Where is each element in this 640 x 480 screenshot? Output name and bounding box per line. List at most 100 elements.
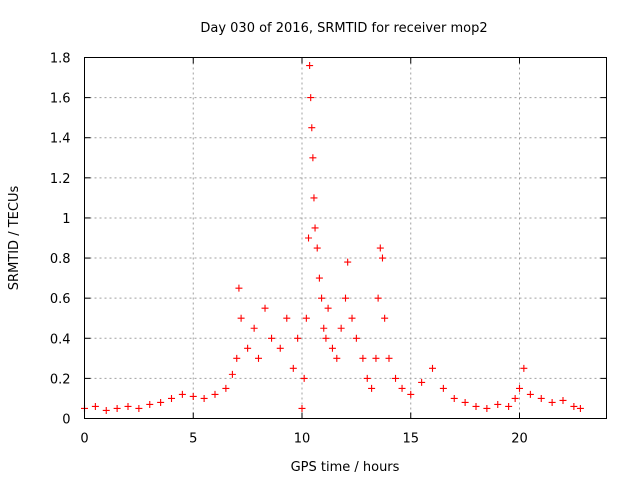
data-point — [146, 400, 154, 408]
data-point — [359, 354, 367, 362]
data-point — [376, 244, 384, 252]
data-point — [102, 406, 110, 414]
data-point — [570, 402, 578, 410]
data-point — [211, 390, 219, 398]
x-axis-label: GPS time / hours — [291, 460, 400, 475]
y-tick-labels: 0 0.2 0.4 0.6 0.8 1 1.2 1.4 1.6 1.8 — [50, 52, 71, 428]
data-point — [450, 394, 458, 402]
data-point — [298, 404, 306, 412]
y-tick-label: 0.4 — [50, 332, 71, 347]
data-point — [315, 274, 323, 282]
data-point — [228, 370, 236, 378]
data-point — [168, 394, 175, 402]
data-point — [381, 314, 389, 322]
data-point — [378, 254, 386, 262]
data-point — [307, 94, 315, 102]
data-point — [237, 314, 245, 322]
data-point — [308, 124, 316, 132]
data-point — [283, 314, 291, 322]
data-point — [289, 364, 297, 372]
data-point — [363, 374, 371, 382]
data-point — [157, 398, 165, 406]
data-point — [261, 304, 269, 312]
data-point — [320, 324, 328, 332]
y-tick-label: 0.2 — [50, 372, 71, 387]
data-point — [511, 394, 519, 402]
y-tick-label: 1.8 — [50, 52, 71, 67]
data-point — [302, 314, 310, 322]
data-point — [189, 392, 197, 400]
data-point — [91, 402, 99, 410]
data-point — [113, 404, 121, 412]
data-point — [200, 394, 208, 402]
x-tick-label: 20 — [511, 432, 528, 447]
data-point — [516, 384, 523, 392]
data-point — [333, 354, 341, 362]
data-point — [439, 384, 447, 392]
data-point — [322, 334, 330, 342]
data-point — [306, 62, 314, 70]
data-point — [255, 354, 262, 362]
data-point — [429, 364, 436, 372]
data-point — [418, 378, 426, 386]
data-point — [124, 402, 132, 410]
data-point — [337, 324, 345, 332]
data-point — [276, 344, 284, 352]
data-point — [222, 384, 230, 392]
data-point — [520, 364, 528, 372]
data-point — [233, 354, 241, 362]
data-point — [559, 396, 567, 404]
data-point — [548, 398, 556, 406]
data-point — [348, 314, 356, 322]
data-point — [342, 294, 349, 302]
data-point — [268, 334, 276, 342]
data-point — [311, 224, 319, 232]
data-point — [407, 390, 415, 398]
y-tick-label: 1.6 — [50, 92, 71, 107]
y-tick-label: 0 — [62, 413, 70, 428]
data-point — [392, 374, 400, 382]
data-point — [385, 354, 393, 362]
data-point — [344, 258, 352, 266]
data-point — [313, 244, 321, 252]
data-point — [576, 404, 584, 412]
x-tick-label: 0 — [80, 432, 88, 447]
data-point — [494, 400, 502, 408]
y-axis-label: SRMTID / TECUs — [7, 186, 22, 291]
data-point — [294, 334, 302, 342]
grid-lines — [84, 57, 607, 419]
x-tick-label: 5 — [189, 432, 197, 447]
y-tick-label: 0.6 — [50, 292, 71, 307]
data-point — [244, 344, 252, 352]
data-point — [537, 394, 545, 402]
chart-title: Day 030 of 2016, SRMTID for receiver mop… — [200, 21, 487, 36]
y-tick-label: 1.2 — [50, 172, 71, 187]
y-tick-label: 1 — [62, 212, 70, 227]
data-point — [324, 304, 332, 312]
data-point — [178, 390, 186, 398]
data-point — [372, 354, 380, 362]
x-tick-labels: 0 5 10 15 20 — [80, 432, 527, 447]
data-point — [300, 374, 308, 382]
data-point — [461, 398, 469, 406]
data-point — [305, 234, 313, 242]
data-point — [310, 194, 318, 202]
data-point — [328, 344, 336, 352]
y-tick-label: 1.4 — [50, 132, 71, 147]
data-point — [309, 154, 317, 162]
data-point — [318, 294, 326, 302]
plot-frame — [84, 57, 607, 419]
y-tick-label: 0.8 — [50, 252, 71, 267]
x-tick-label: 15 — [402, 432, 419, 447]
data-point — [398, 384, 406, 392]
data-point — [352, 334, 360, 342]
data-point — [250, 324, 258, 332]
data-point — [135, 404, 143, 412]
data-point — [505, 402, 513, 410]
data-point — [472, 402, 480, 410]
data-point — [483, 404, 491, 412]
data-point — [235, 284, 243, 292]
data-points — [81, 62, 584, 414]
data-point — [374, 294, 382, 302]
